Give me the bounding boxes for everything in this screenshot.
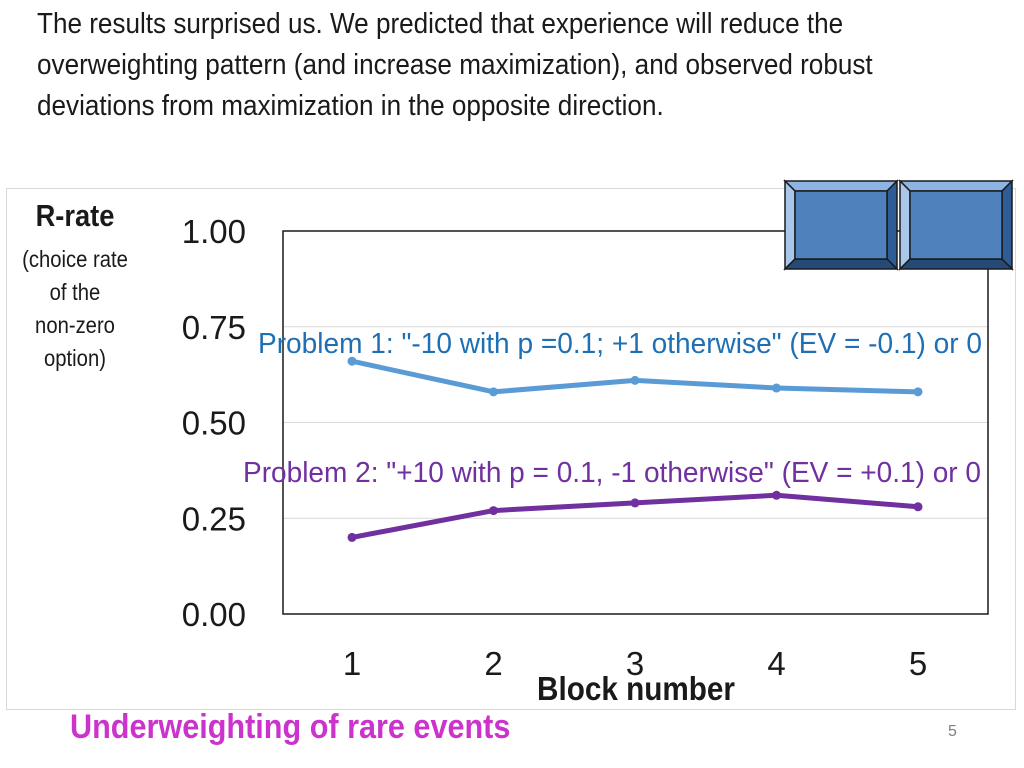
x-tick-labels: 1 2 3 4 5 [343, 645, 927, 682]
y-axis-subtitle-line: option) [44, 345, 106, 371]
data-point [347, 532, 357, 542]
y-tick-label: 0.25 [182, 500, 246, 537]
forward-nav-button[interactable] [898, 179, 1014, 271]
y-axis-subtitle-line: (choice rate [22, 246, 128, 272]
back-nav-button[interactable] [783, 179, 899, 271]
data-point [913, 387, 923, 397]
x-tick-label: 2 [484, 645, 502, 682]
data-point [772, 383, 781, 393]
data-point [489, 506, 498, 516]
page-number: 5 [948, 723, 957, 740]
x-tick-label: 3 [626, 645, 644, 682]
data-series [347, 356, 923, 542]
grid-lines [283, 326, 988, 519]
data-point [630, 375, 640, 385]
data-point [630, 498, 640, 508]
data-point [772, 490, 781, 500]
y-axis-subtitle-line: non-zero [35, 312, 115, 338]
footer-title: Underweighting of rare events [70, 708, 511, 746]
x-tick-label: 1 [343, 645, 361, 682]
y-tick-labels: 0.00 0.25 0.50 0.75 1.00 [182, 213, 246, 633]
series-label: Problem 2: "+10 with p = 0.1, -1 otherwi… [243, 457, 981, 489]
y-tick-label: 0.75 [182, 309, 246, 346]
x-tick-label: 5 [909, 645, 927, 682]
y-axis-subtitle: (choice rate of the non-zero option) [9, 243, 141, 375]
data-point [347, 356, 357, 366]
y-axis-title: R-rate [35, 198, 115, 233]
plot-area [282, 230, 989, 615]
x-tick-label: 4 [767, 645, 785, 682]
y-axis-subtitle-line: of the [49, 279, 101, 305]
series-labels: Problem 1: "-10 with p =0.1; +1 otherwis… [243, 328, 982, 489]
y-tick-label: 0.50 [182, 405, 246, 442]
data-point [489, 387, 498, 397]
data-point [913, 502, 923, 512]
y-tick-label: 0.00 [182, 596, 246, 633]
x-axis-title: Block number [537, 671, 735, 708]
y-tick-label: 1.00 [182, 213, 246, 250]
chart-frame [6, 188, 1016, 710]
series-label: Problem 1: "-10 with p =0.1; +1 otherwis… [258, 328, 982, 360]
intro-text: The results surprised us. We predicted t… [37, 8, 873, 122]
